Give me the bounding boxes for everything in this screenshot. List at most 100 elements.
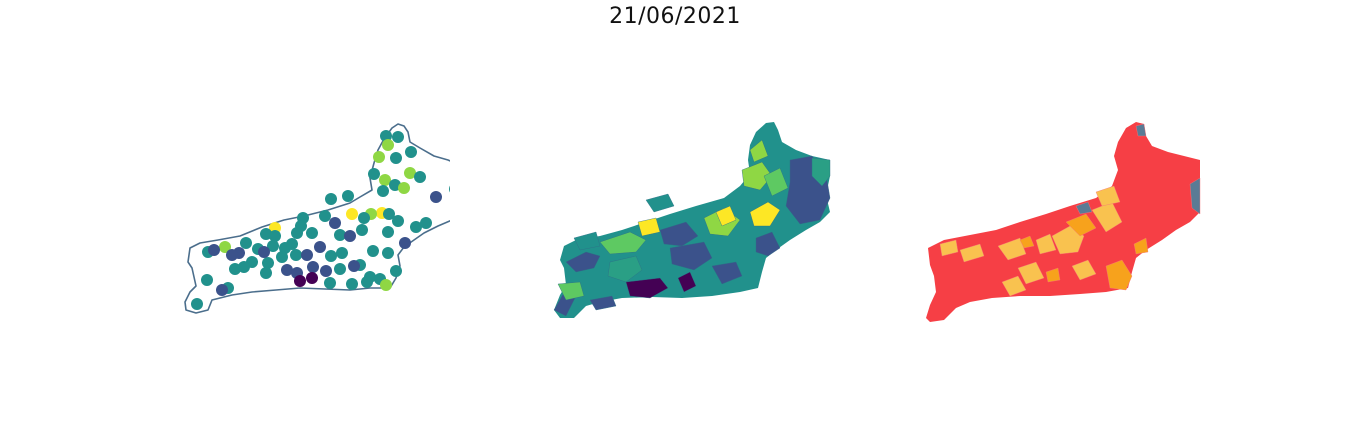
- municipality-marker: [368, 168, 380, 180]
- municipality-marker: [382, 139, 394, 151]
- municipality-marker: [191, 298, 203, 310]
- municipality-polygon: [607, 255, 643, 283]
- municipality-marker: [319, 210, 331, 222]
- municipality-marker: [449, 185, 450, 193]
- municipality-marker: [325, 193, 337, 205]
- risk-polygon: [1135, 123, 1147, 137]
- risk-polygon: [1017, 261, 1045, 285]
- municipality-marker: [358, 212, 370, 224]
- municipality-marker: [373, 151, 385, 163]
- municipality-marker: [201, 274, 213, 286]
- municipality-polygon: [637, 217, 661, 237]
- municipality-polygon: [755, 231, 781, 257]
- municipality-marker: [329, 217, 341, 229]
- municipality-marker: [334, 263, 346, 275]
- risk-polygon: [1019, 235, 1035, 249]
- municipality-marker: [306, 272, 318, 284]
- risk-polygon: [997, 237, 1027, 261]
- municipality-marker: [405, 146, 417, 158]
- choropleth-map: [553, 122, 831, 318]
- municipality-polygon: [645, 193, 675, 213]
- municipality-marker: [377, 185, 389, 197]
- municipality-marker: [361, 276, 373, 288]
- risk-map: [926, 122, 1201, 322]
- municipality-marker: [229, 263, 241, 275]
- municipality-marker: [262, 257, 274, 269]
- risk-polygon: [1045, 267, 1061, 283]
- municipality-marker: [290, 249, 302, 261]
- municipality-marker: [380, 130, 392, 142]
- municipality-polygon: [749, 139, 769, 163]
- risk-polygons: [939, 123, 1201, 297]
- municipality-polygon: [749, 201, 781, 227]
- municipality-polygon: [599, 231, 647, 255]
- municipality-marker: [208, 244, 220, 256]
- municipality-marker: [320, 265, 332, 277]
- municipality-marker: [301, 249, 313, 261]
- risk-polygon: [1065, 213, 1097, 237]
- municipality-marker: [390, 152, 402, 164]
- municipality-marker: [420, 217, 432, 229]
- risk-polygon: [939, 239, 959, 257]
- municipality-marker: [260, 267, 272, 279]
- region-base: [926, 122, 1200, 322]
- municipality-marker: [346, 208, 358, 220]
- municipality-polygon: [763, 167, 789, 197]
- municipality-marker: [240, 237, 252, 249]
- municipality-marker: [399, 237, 411, 249]
- municipality-marker: [410, 221, 422, 233]
- risk-polygon: [1095, 185, 1121, 207]
- municipality-points: [191, 130, 450, 310]
- municipality-marker: [398, 182, 410, 194]
- figure-title: 21/06/2021: [609, 4, 741, 29]
- municipality-marker: [430, 191, 442, 203]
- municipality-marker: [216, 284, 228, 296]
- municipality-marker: [356, 224, 368, 236]
- municipality-marker: [414, 171, 426, 183]
- risk-polygon: [1035, 233, 1057, 255]
- municipality-polygon: [573, 231, 601, 251]
- municipality-marker: [260, 228, 272, 240]
- risk-polygon: [1075, 201, 1093, 215]
- region-base: [554, 122, 830, 318]
- municipality-marker: [325, 250, 337, 262]
- municipality-polygon: [715, 205, 737, 227]
- municipality-polygons: [553, 139, 831, 317]
- municipality-polygon: [669, 241, 713, 271]
- municipality-marker: [379, 174, 391, 186]
- municipality-marker: [383, 208, 395, 220]
- municipality-marker: [404, 167, 416, 179]
- municipality-marker: [267, 240, 279, 252]
- municipality-polygon: [711, 261, 743, 285]
- municipality-marker: [219, 241, 231, 253]
- municipality-marker: [307, 261, 319, 273]
- risk-polygon: [1001, 275, 1027, 297]
- risk-polygon: [1071, 259, 1097, 281]
- municipality-marker: [390, 265, 402, 277]
- municipality-marker: [346, 278, 358, 290]
- municipality-marker: [258, 246, 270, 258]
- municipality-marker: [334, 229, 346, 241]
- risk-polygon: [1133, 237, 1149, 255]
- municipality-marker: [392, 215, 404, 227]
- municipality-marker: [382, 226, 394, 238]
- municipality-polygon: [811, 157, 831, 187]
- municipality-marker: [269, 230, 281, 242]
- municipality-marker: [342, 190, 354, 202]
- municipality-marker: [276, 251, 288, 263]
- municipality-marker: [336, 247, 348, 259]
- municipality-marker: [324, 277, 336, 289]
- risk-polygon: [1189, 177, 1201, 215]
- municipality-marker: [314, 241, 326, 253]
- municipality-polygon: [589, 295, 617, 311]
- municipality-polygon: [677, 271, 697, 293]
- point-map: [184, 123, 450, 314]
- municipality-polygon: [659, 221, 699, 247]
- municipality-marker: [286, 238, 298, 250]
- municipality-marker: [238, 261, 250, 273]
- municipality-marker: [291, 227, 303, 239]
- municipality-polygon: [557, 281, 585, 301]
- municipality-marker: [281, 264, 293, 276]
- municipality-marker: [306, 227, 318, 239]
- municipality-marker: [380, 279, 392, 291]
